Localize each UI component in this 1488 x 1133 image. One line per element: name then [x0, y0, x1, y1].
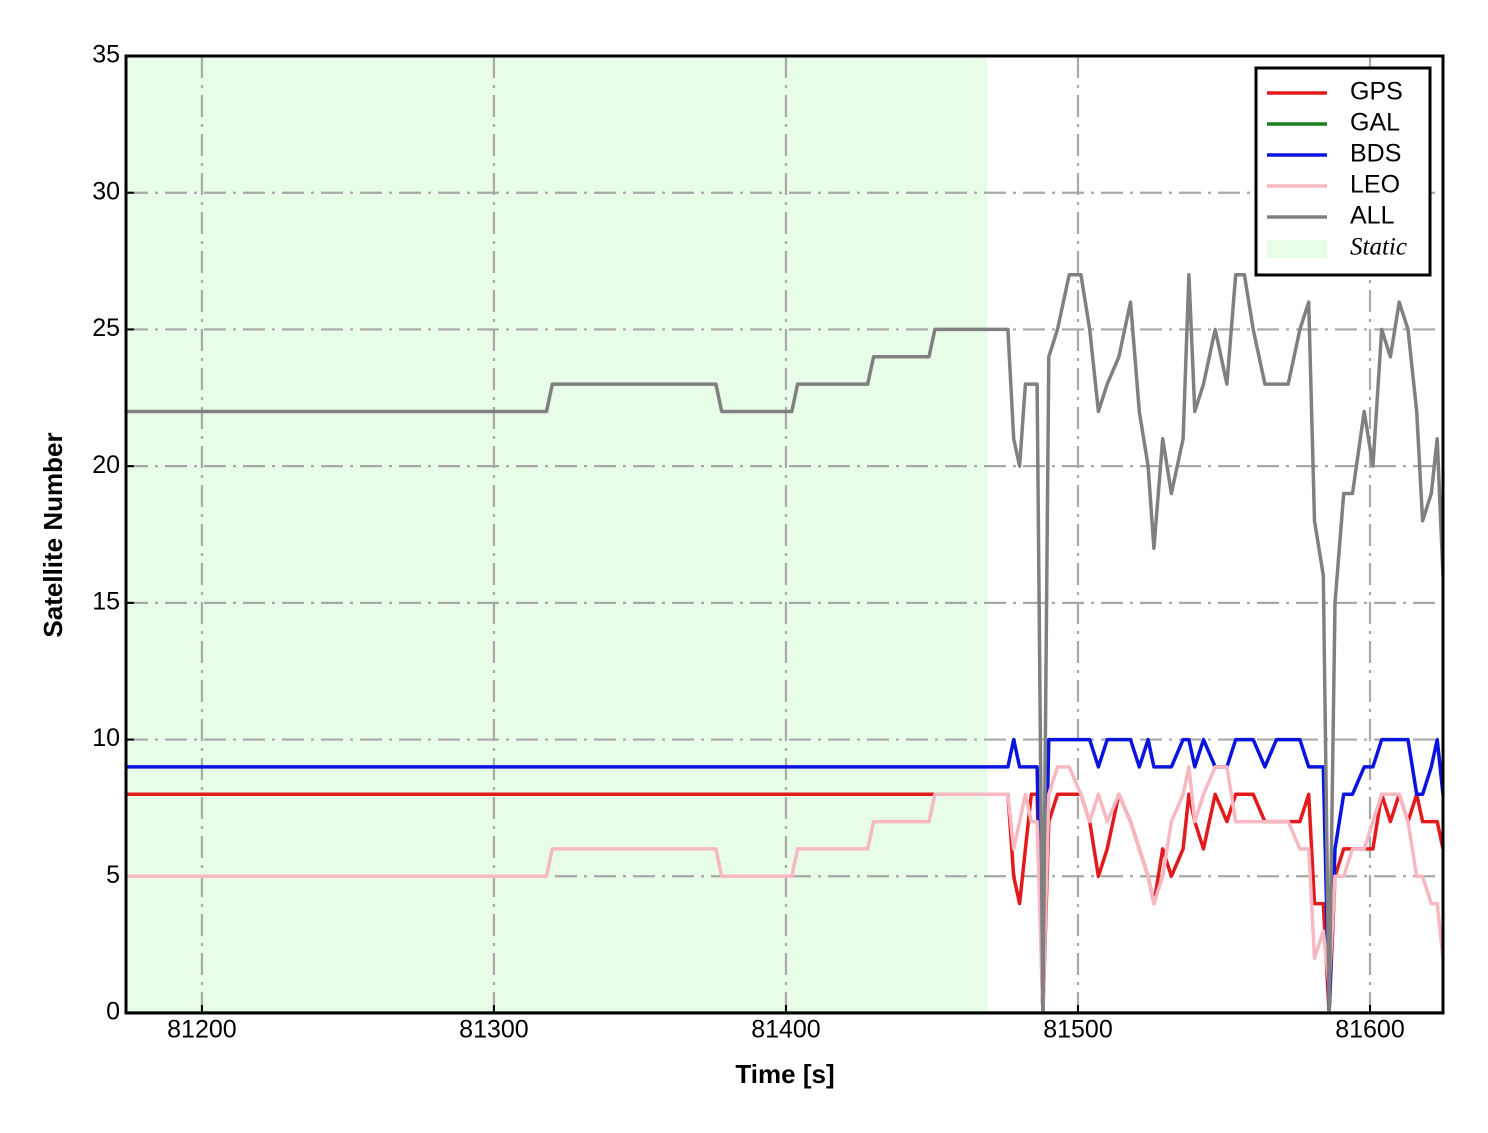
legend-label: GPS — [1350, 78, 1403, 106]
legend-label: GAL — [1350, 109, 1400, 137]
x-tick-label: 81600 — [1335, 1016, 1405, 1044]
y-tick-label: 20 — [92, 451, 120, 479]
legend-label: LEO — [1350, 171, 1400, 199]
x-axis-title: Time [s] — [735, 1059, 834, 1089]
y-axis-title: Satellite Number — [38, 432, 68, 637]
legend-label: BDS — [1350, 140, 1401, 168]
static-region — [126, 56, 988, 1013]
y-tick-label: 15 — [92, 587, 120, 615]
y-tick-label: 30 — [92, 177, 120, 205]
x-tick-label: 81300 — [459, 1016, 529, 1044]
plot-frame — [124, 54, 1445, 1015]
series-line — [126, 272, 1443, 1013]
legend: GPS GAL BDS LEO ALL Static — [1254, 66, 1432, 277]
y-tick-label: 25 — [92, 314, 120, 342]
x-tick-label: 81400 — [751, 1016, 821, 1044]
legend-label: Static — [1350, 234, 1407, 261]
y-tick-label: 5 — [106, 861, 120, 889]
y-tick-label: 10 — [92, 724, 120, 752]
legend-swatch — [1267, 240, 1327, 258]
y-tick-label: 35 — [92, 41, 120, 69]
x-tick-label: 81500 — [1043, 1016, 1113, 1044]
legend-label: ALL — [1350, 202, 1395, 230]
series-line — [126, 765, 1443, 1013]
x-tick-label: 81200 — [167, 1016, 237, 1044]
y-tick-label: 0 — [106, 998, 120, 1026]
series-line — [126, 737, 1443, 1013]
